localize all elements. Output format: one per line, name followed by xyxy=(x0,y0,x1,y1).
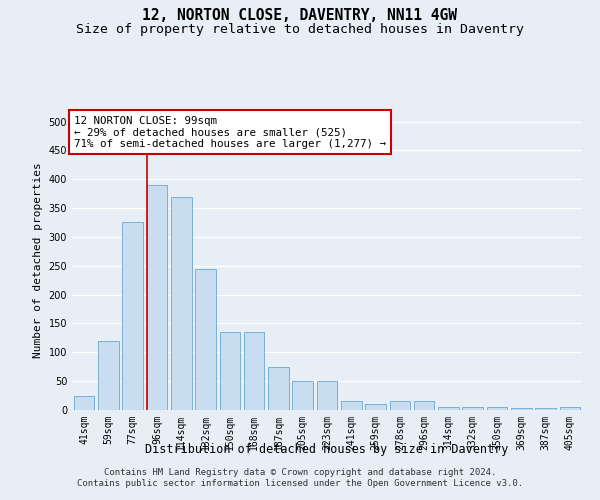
Bar xyxy=(171,196,191,410)
Bar xyxy=(341,402,362,410)
Bar xyxy=(389,402,410,410)
Bar xyxy=(487,407,508,410)
Bar xyxy=(463,407,483,410)
Text: 12 NORTON CLOSE: 99sqm
← 29% of detached houses are smaller (525)
71% of semi-de: 12 NORTON CLOSE: 99sqm ← 29% of detached… xyxy=(74,116,386,149)
Y-axis label: Number of detached properties: Number of detached properties xyxy=(33,162,43,358)
Text: Contains HM Land Registry data © Crown copyright and database right 2024.
Contai: Contains HM Land Registry data © Crown c… xyxy=(77,468,523,487)
Bar xyxy=(365,404,386,410)
Text: 12, NORTON CLOSE, DAVENTRY, NN11 4GW: 12, NORTON CLOSE, DAVENTRY, NN11 4GW xyxy=(143,8,458,22)
Bar xyxy=(535,408,556,410)
Bar xyxy=(146,185,167,410)
Bar xyxy=(511,408,532,410)
Bar xyxy=(98,341,119,410)
Bar xyxy=(414,402,434,410)
Text: Size of property relative to detached houses in Daventry: Size of property relative to detached ho… xyxy=(76,22,524,36)
Bar xyxy=(122,222,143,410)
Bar xyxy=(220,332,240,410)
Bar xyxy=(74,396,94,410)
Bar xyxy=(268,366,289,410)
Text: Distribution of detached houses by size in Daventry: Distribution of detached houses by size … xyxy=(145,442,509,456)
Bar xyxy=(317,381,337,410)
Bar xyxy=(560,407,580,410)
Bar xyxy=(244,332,265,410)
Bar xyxy=(195,268,216,410)
Bar xyxy=(438,407,459,410)
Bar xyxy=(292,381,313,410)
